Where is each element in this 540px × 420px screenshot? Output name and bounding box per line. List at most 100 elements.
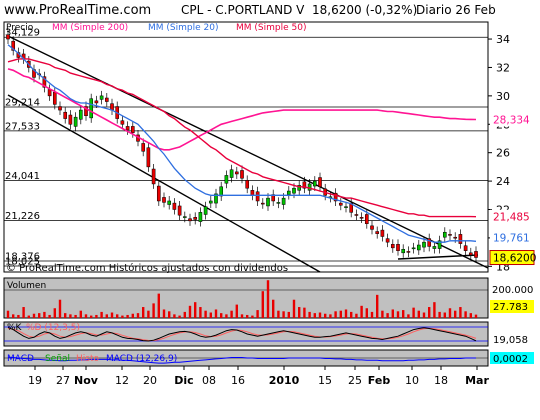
- candle: [312, 176, 317, 192]
- candle: [370, 220, 374, 235]
- candle-body: [292, 187, 296, 194]
- candle: [463, 240, 468, 256]
- candle: [89, 93, 94, 123]
- volume-bar: [121, 315, 124, 318]
- volume-bar: [266, 280, 270, 318]
- support-line: [397, 254, 479, 260]
- volume-title: Volumen: [7, 281, 46, 291]
- candle: [219, 181, 224, 201]
- volume-bar: [90, 315, 93, 318]
- candle-body: [474, 251, 478, 258]
- ma200-line: [7, 68, 477, 151]
- volume-bar: [12, 314, 15, 318]
- candle-body: [104, 97, 109, 102]
- volume-bar: [433, 302, 436, 318]
- candle-body: [94, 100, 99, 104]
- volume-bar: [308, 311, 311, 318]
- candle: [42, 71, 47, 93]
- volume-bar: [69, 314, 72, 318]
- volume-bar: [261, 291, 264, 318]
- volume-bar: [74, 314, 77, 318]
- volume-bar: [27, 315, 30, 318]
- level-label-5: 18,376: [5, 251, 40, 262]
- candle-body: [432, 246, 437, 249]
- last-label-text: 21,485: [493, 212, 530, 224]
- candle-body: [359, 217, 364, 219]
- candle: [141, 138, 146, 157]
- price-legend: Precio MM (Simple 200) MM (Simple 20) MM…: [6, 23, 306, 33]
- candle: [401, 244, 406, 258]
- volume-bar: [116, 314, 119, 318]
- volume-bar: [438, 311, 441, 318]
- candle: [245, 175, 250, 194]
- volume-bar: [53, 308, 56, 318]
- y-tick-label-24: 24: [496, 175, 510, 188]
- volume-bar: [360, 305, 363, 318]
- volume-bar: [256, 310, 259, 318]
- x-tick-label-10: 10: [405, 374, 419, 387]
- site-name[interactable]: www.ProRealTime.com: [4, 3, 151, 18]
- candle: [297, 180, 302, 196]
- candle: [406, 246, 411, 258]
- volume-bar: [105, 314, 108, 318]
- candle-body: [182, 216, 187, 218]
- level-label-4: 21,226: [5, 211, 40, 222]
- candle-body: [380, 229, 385, 237]
- candle: [266, 193, 270, 211]
- last-label-box: [490, 230, 534, 245]
- price-panel-frame: [3, 21, 489, 273]
- candle: [182, 211, 187, 223]
- x-tick-label-2010: 2010: [269, 374, 300, 387]
- candle-body: [89, 98, 94, 119]
- candle: [390, 239, 395, 253]
- candle: [396, 239, 400, 256]
- candle-body: [453, 236, 458, 239]
- candle-body: [307, 183, 312, 191]
- candle-body: [333, 192, 338, 202]
- candle: [68, 110, 73, 130]
- candle: [437, 235, 442, 254]
- stochastic-k-label: %K: [7, 323, 23, 333]
- candle-body: [286, 190, 291, 195]
- volume-bar: [168, 311, 171, 318]
- candle-body: [442, 231, 447, 238]
- watermark: © ProRealTime.com Históricos ajustados c…: [6, 262, 288, 274]
- candle-body: [437, 240, 442, 249]
- stochastic-panel: %K %D (12,3,5) 19,058: [3, 321, 534, 347]
- ylabel-price: Precio: [6, 23, 34, 33]
- volume-bar: [43, 311, 46, 318]
- candle-body: [468, 252, 473, 256]
- candle-body: [58, 106, 62, 111]
- volume-bar: [303, 307, 306, 318]
- candle: [333, 188, 338, 206]
- volume-bar: [214, 309, 218, 318]
- candle-body: [396, 244, 400, 251]
- x-tick-label-20: 20: [143, 374, 157, 387]
- candle-body: [11, 40, 16, 51]
- candle-body: [266, 197, 270, 207]
- volume-last-label: 27.783: [493, 302, 528, 313]
- candle: [260, 198, 265, 209]
- ma50-line: [7, 58, 477, 218]
- x-tick-label-16: 16: [231, 374, 245, 387]
- candle-body: [260, 202, 265, 205]
- candle-body: [229, 169, 234, 178]
- candle: [99, 90, 104, 105]
- candle: [255, 186, 260, 206]
- volume-bar: [454, 310, 457, 318]
- candle-body: [271, 194, 276, 202]
- volume-bar: [251, 315, 254, 318]
- volume-bar: [474, 314, 478, 318]
- candle: [338, 198, 343, 211]
- candle-body: [370, 225, 374, 230]
- volume-bar: [402, 310, 405, 318]
- macd-label: MACD: [7, 354, 34, 364]
- candle-body: [193, 217, 198, 220]
- volume-bar: [131, 313, 134, 318]
- candle-body: [312, 180, 317, 187]
- macd-last-label: 0,0002: [493, 354, 528, 365]
- volume-bar: [6, 310, 10, 318]
- trend-channel: [7, 35, 489, 273]
- candle: [286, 186, 291, 200]
